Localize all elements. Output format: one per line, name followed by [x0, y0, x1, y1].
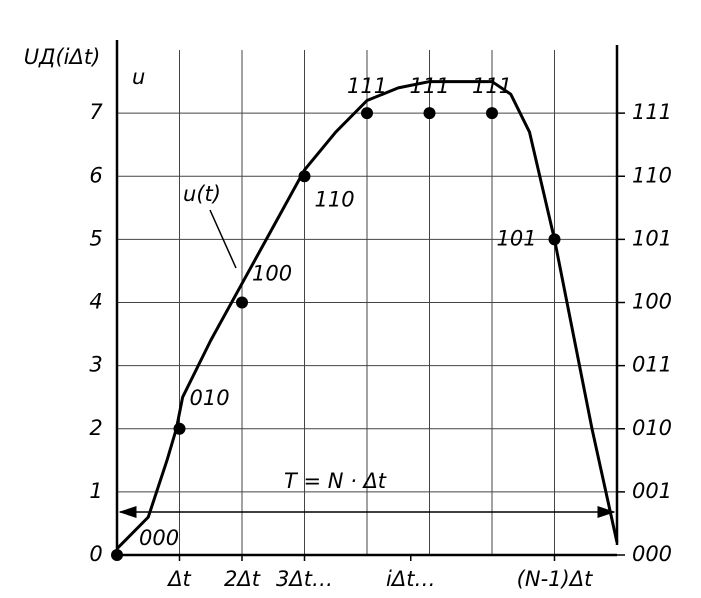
grid — [117, 50, 617, 555]
code-label: 111 — [410, 74, 450, 98]
sample-point — [298, 170, 311, 183]
y-tick-label: 7 — [89, 100, 103, 124]
sample-point — [423, 107, 436, 120]
code-label: 110 — [315, 187, 355, 211]
y-tick-label: 0 — [89, 542, 102, 566]
sample-point — [361, 107, 373, 120]
x-tick-label: iΔt… — [386, 567, 435, 591]
x-tick-label: Δt — [166, 567, 191, 591]
y2-tick-label: 001 — [632, 479, 672, 503]
y2-tick-label: 110 — [632, 163, 672, 187]
axis-symbol: u — [132, 65, 145, 89]
x-tick-label: 3Δt… — [276, 567, 333, 591]
code-label: 111 — [472, 74, 512, 98]
y2-tick-label: 011 — [632, 353, 672, 377]
x-tick-label: 2Δt — [224, 567, 261, 591]
sample-point — [173, 422, 186, 435]
y-axis-title: UД(iΔt) — [24, 45, 101, 69]
y2-tick-label: 100 — [632, 290, 672, 314]
y2-tick-label: 000 — [632, 542, 672, 566]
sample-point — [548, 233, 561, 246]
x-tick-label: (N-1)Δt — [517, 567, 593, 591]
y-tick-label: 3 — [89, 353, 102, 377]
period-annotation: T = N · Δt — [284, 469, 387, 493]
y2-tick-label: 111 — [632, 100, 672, 124]
sample-point — [236, 296, 248, 309]
y-tick-label: 2 — [89, 416, 102, 440]
code-label: 000 — [139, 526, 179, 550]
y-tick-label: 5 — [89, 226, 102, 250]
y2-tick-label: 101 — [632, 226, 672, 250]
sample-point — [111, 549, 123, 561]
code-label: 111 — [347, 74, 387, 98]
code-label: 101 — [497, 226, 537, 250]
leader-line — [209, 209, 237, 269]
curve-label: u(t) — [183, 182, 221, 206]
code-label: 100 — [252, 262, 292, 286]
curve — [115, 80, 619, 550]
sample-point — [486, 107, 498, 120]
y-tick-label: 6 — [89, 163, 102, 187]
code-label: 010 — [190, 386, 230, 410]
y-tick-label: 4 — [89, 290, 102, 314]
y-tick-label: 1 — [89, 479, 102, 503]
y2-tick-label: 010 — [632, 416, 672, 440]
